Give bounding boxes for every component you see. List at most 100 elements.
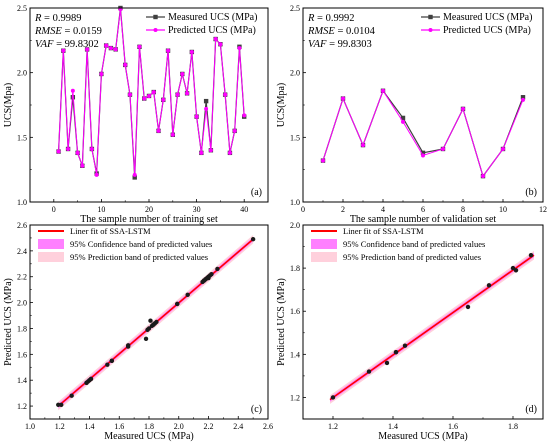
data-point bbox=[513, 268, 519, 273]
legend-label: Measured UCS (MPa) bbox=[443, 12, 532, 23]
legend-label: Predicted UCS (MPa) bbox=[168, 25, 256, 36]
predicted-marker bbox=[218, 42, 223, 47]
y-tick-label: 1.0 bbox=[290, 198, 300, 207]
x-tick-label: 1.8 bbox=[508, 422, 518, 431]
stat-value: = 0.9989 bbox=[41, 13, 81, 24]
x-tick-label: 6 bbox=[421, 205, 425, 214]
stat-name: VAF bbox=[35, 39, 54, 50]
measured-marker bbox=[203, 98, 209, 104]
predicted-marker bbox=[108, 46, 113, 51]
data-point bbox=[88, 376, 94, 382]
predicted-marker bbox=[481, 174, 485, 179]
predicted-marker bbox=[142, 96, 147, 101]
panel-label: (b) bbox=[525, 187, 537, 198]
x-tick-label: 8 bbox=[461, 205, 465, 214]
legend-label: 95% Confidence band of predicted values bbox=[343, 239, 485, 249]
data-point bbox=[366, 369, 372, 374]
predicted-marker bbox=[321, 158, 325, 163]
predicted-marker bbox=[161, 97, 166, 102]
measured-marker bbox=[520, 95, 526, 100]
x-tick-label: 10 bbox=[97, 205, 105, 214]
y-axis-title: UCS(Mpa) bbox=[276, 83, 287, 127]
y-tick-label: 1.4 bbox=[17, 376, 27, 385]
legend-swatch-marker bbox=[153, 28, 158, 32]
legend-band-swatch bbox=[38, 239, 64, 249]
predicted-marker bbox=[151, 90, 156, 95]
data-point bbox=[143, 336, 149, 342]
x-axis-title: Measured UCS (MPa) bbox=[378, 431, 467, 442]
predicted-marker bbox=[501, 146, 505, 151]
y-tick-label: 1.6 bbox=[17, 350, 27, 359]
y-tick-label: 2.4 bbox=[17, 247, 27, 256]
stat-value: = 99.8302 bbox=[53, 39, 98, 50]
x-tick-label: 30 bbox=[193, 205, 201, 214]
stat-vaf: VAF = 99.8303 bbox=[308, 39, 372, 50]
data-point bbox=[215, 266, 220, 272]
y-tick-label: 2.2 bbox=[17, 273, 27, 282]
x-tick-label: 0 bbox=[52, 205, 56, 214]
predicted-marker bbox=[199, 150, 204, 155]
x-tick-label: 1.2 bbox=[55, 422, 65, 431]
panel-label: (d) bbox=[525, 404, 537, 415]
data-point bbox=[148, 318, 153, 323]
legend-swatch-marker bbox=[153, 14, 158, 20]
stat-rmse: RMSE = 0.0104 bbox=[307, 26, 376, 37]
x-tick-label: 4 bbox=[381, 205, 385, 214]
data-point bbox=[154, 319, 159, 325]
predicted-marker bbox=[242, 113, 247, 118]
predicted-marker bbox=[137, 44, 142, 49]
measured-marker bbox=[420, 150, 426, 156]
data-point bbox=[384, 360, 390, 366]
x-tick-label: 40 bbox=[240, 205, 248, 214]
y-tick-label: 2.5 bbox=[17, 4, 27, 13]
data-point bbox=[105, 362, 110, 367]
data-point bbox=[146, 326, 152, 331]
predicted-marker bbox=[61, 48, 66, 53]
x-tick-label: 20 bbox=[145, 205, 153, 214]
x-tick-label: 0 bbox=[301, 205, 305, 214]
x-tick-label: 1.0 bbox=[25, 422, 35, 431]
legend-label: 95% Prediction band of predicted values bbox=[70, 252, 208, 262]
predicted-marker bbox=[80, 163, 85, 168]
predicted-marker bbox=[170, 132, 175, 137]
predicted-marker bbox=[66, 146, 71, 151]
x-tick-label: 1.6 bbox=[114, 422, 124, 431]
stat-name: RMSE bbox=[34, 26, 62, 37]
x-tick-label: 2.6 bbox=[263, 422, 273, 431]
predicted-marker bbox=[56, 149, 61, 154]
x-tick-label: 10 bbox=[499, 205, 507, 214]
predicted-marker bbox=[441, 146, 445, 151]
y-tick-label: 1.8 bbox=[290, 264, 300, 273]
measured-marker bbox=[132, 175, 137, 180]
y-tick-label: 2.0 bbox=[290, 221, 300, 230]
predicted-marker bbox=[123, 62, 128, 67]
predicted-marker bbox=[166, 48, 171, 53]
predicted-marker bbox=[361, 143, 365, 148]
legend-label: Liner fit of SSA-LSTM bbox=[70, 226, 151, 236]
panel-a: 0 10 20 30 40 1.0 1.5 2.0 2.5 The sample number o… bbox=[3, 4, 269, 225]
legend-swatch-marker bbox=[428, 14, 433, 20]
y-tick-label: 1.5 bbox=[290, 133, 300, 142]
predicted-marker bbox=[401, 119, 405, 124]
x-axis-title: The sample number of validation set bbox=[350, 214, 497, 225]
predicted-marker bbox=[227, 150, 232, 155]
panel-c: 1.0 1.2 1.4 1.6 1.8 2.0 2.2 2.4 2.6 1.2 1.4 1.6 1.8 2… bbox=[3, 221, 273, 442]
legend-label: 95% Prediction band of predicted values bbox=[343, 252, 481, 262]
stat-value: = 0.0159 bbox=[62, 26, 102, 37]
stat-name: R bbox=[307, 13, 315, 24]
predicted-marker bbox=[381, 88, 385, 93]
x-tick-label: 12 bbox=[539, 205, 547, 214]
measured-marker bbox=[400, 115, 406, 121]
x-tick-label: 1.4 bbox=[388, 422, 398, 431]
y-tick-label: 1.2 bbox=[290, 393, 300, 402]
predicted-marker bbox=[461, 106, 465, 111]
data-point bbox=[402, 343, 408, 348]
data-point bbox=[250, 237, 256, 242]
x-axis-title: Measured UCS (MPa) bbox=[104, 431, 193, 442]
data-point bbox=[330, 395, 336, 400]
y-axis-title: Predicted UCS (MPa) bbox=[276, 278, 287, 366]
data-point bbox=[185, 292, 190, 298]
stat-r: R = 0.9989 bbox=[34, 13, 81, 24]
stat-vaf: VAF = 99.8302 bbox=[35, 39, 99, 50]
